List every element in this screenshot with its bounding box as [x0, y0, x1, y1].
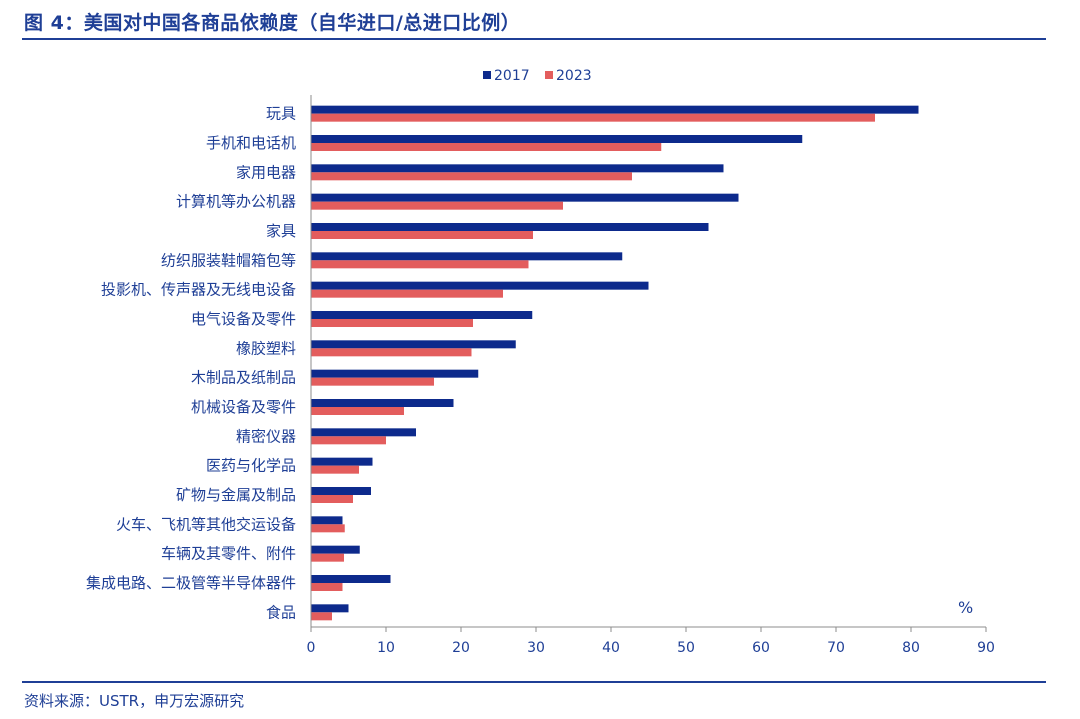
bar-2023-2 [311, 143, 662, 151]
category-label-3: 家用电器 [236, 163, 296, 181]
bar-2023-6 [311, 260, 529, 269]
category-label-12: 精密仪器 [236, 427, 296, 445]
x-tick-label-40: 40 [602, 640, 620, 656]
bar-2017-11 [311, 399, 454, 407]
bar-2017-9 [311, 340, 516, 349]
title-rule [22, 38, 1046, 40]
category-label-11: 机械设备及零件 [191, 398, 296, 416]
legend-label-2017: 2017 [494, 68, 530, 84]
bars-group [311, 105, 919, 621]
bar-2023-4 [311, 201, 563, 210]
bar-2023-15 [311, 524, 345, 533]
figure-title: 图 4：美国对中国各商品依赖度（自华进口/总进口比例） [24, 12, 521, 34]
x-tick-label-70: 70 [827, 640, 845, 656]
bar-2023-13 [311, 465, 359, 474]
category-label-9: 橡胶塑料 [236, 339, 296, 357]
bar-2017-10 [311, 369, 479, 378]
category-label-16: 车辆及其零件、附件 [161, 545, 296, 563]
bar-2017-14 [311, 487, 371, 495]
bar-2017-17 [311, 575, 391, 583]
bar-2017-5 [311, 223, 709, 231]
bar-2017-16 [311, 545, 360, 554]
category-label-13: 医药与化学品 [206, 457, 296, 475]
source-note: 资料来源：USTR，申万宏源研究 [24, 692, 245, 710]
bar-2017-2 [311, 135, 803, 143]
bar-2023-17 [311, 583, 343, 591]
x-tick-label-30: 30 [527, 640, 545, 656]
bar-2023-1 [311, 113, 875, 122]
x-tick-label-50: 50 [677, 640, 695, 656]
x-tick-label-0: 0 [307, 640, 316, 656]
category-label-15: 火车、飞机等其他交运设备 [116, 515, 296, 533]
category-label-10: 木制品及纸制品 [191, 369, 296, 387]
bar-2017-7 [311, 281, 649, 290]
x-tick-label-80: 80 [902, 640, 920, 656]
bar-2023-16 [311, 553, 344, 562]
bar-2023-9 [311, 348, 472, 357]
bar-2023-3 [311, 172, 632, 181]
x-tick-label-60: 60 [752, 640, 770, 656]
bar-2017-6 [311, 252, 623, 261]
x-tick-label-20: 20 [452, 640, 470, 656]
category-label-8: 电气设备及零件 [191, 310, 296, 328]
bar-2017-1 [311, 105, 919, 114]
bar-2023-10 [311, 377, 434, 386]
category-label-7: 投影机、传声器及无线电设备 [101, 281, 296, 299]
unit-label: % [958, 598, 973, 617]
bar-2017-18 [311, 604, 349, 613]
category-label-4: 计算机等办公机器 [176, 193, 296, 211]
legend-swatch-2023 [545, 71, 553, 79]
category-label-6: 纺织服装鞋帽箱包等 [161, 251, 296, 269]
category-labels: 玩具手机和电话机家用电器计算机等办公机器家具纺织服装鞋帽箱包等投影机、传声器及无… [86, 105, 296, 622]
category-label-2: 手机和电话机 [206, 134, 296, 152]
bar-2023-11 [311, 407, 404, 415]
category-label-17: 集成电路、二极管等半导体器件 [86, 574, 296, 592]
legend: 2017 2023 [483, 68, 592, 84]
x-axis: 0 10 20 30 40 50 60 70 80 90 [307, 95, 995, 656]
bar-2017-8 [311, 311, 533, 319]
category-label-18: 食品 [266, 603, 296, 621]
bar-2017-15 [311, 516, 343, 525]
bar-2017-3 [311, 164, 724, 173]
bar-2017-4 [311, 193, 739, 202]
bar-2023-7 [311, 289, 503, 298]
bar-2017-13 [311, 457, 373, 466]
x-tick-label-90: 90 [977, 640, 995, 656]
legend-swatch-2017 [483, 71, 491, 79]
bar-2023-5 [311, 231, 533, 239]
bar-2023-12 [311, 436, 386, 445]
bar-2017-12 [311, 428, 416, 437]
category-label-1: 玩具 [266, 105, 296, 123]
bar-2023-18 [311, 612, 332, 621]
bar-2023-14 [311, 495, 353, 503]
bar-2023-8 [311, 319, 473, 327]
category-label-5: 家具 [266, 222, 296, 240]
bar-chart: 2017 2023 玩具手机和电话机家用电器计算机等办公机器家具纺织服装鞋帽箱包等… [86, 68, 995, 656]
legend-label-2023: 2023 [556, 68, 592, 84]
footer-rule [22, 681, 1046, 683]
category-label-14: 矿物与金属及制品 [176, 486, 296, 504]
x-tick-label-10: 10 [377, 640, 395, 656]
